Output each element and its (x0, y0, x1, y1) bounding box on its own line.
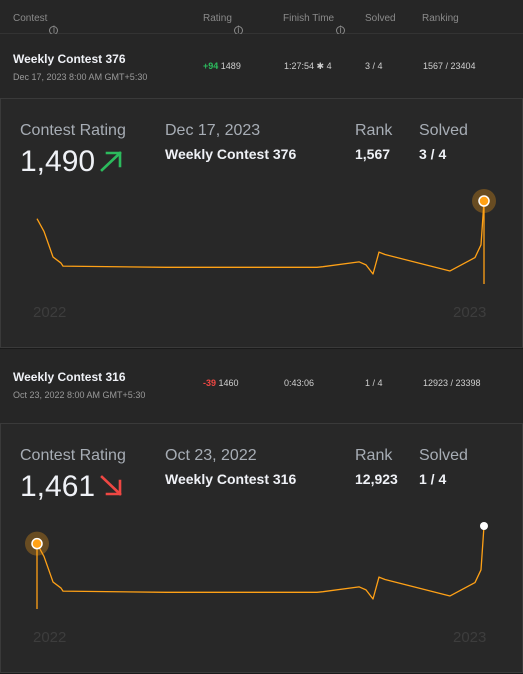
rank-value: 12,923 (355, 471, 398, 487)
contest-rating-value: 1,490 (20, 145, 96, 178)
x-tick-label: 2022 (33, 304, 67, 321)
finish-time-cell: 1:27:54 ✱ 4 (284, 61, 332, 72)
rating-card: Contest Rating 1,490 Dec 17, 2023 Weekly… (0, 98, 523, 348)
rating-cell: -39 1460 (203, 378, 239, 388)
data-point (322, 590, 325, 593)
data-point (474, 581, 477, 584)
rating-value: 1489 (220, 61, 241, 71)
contest-date: Dec 17, 2023 (165, 122, 261, 139)
bug-count: 4 (326, 61, 332, 71)
data-point (480, 243, 483, 246)
ranking-cell: 1567 / 23404 (423, 61, 476, 71)
data-point (36, 217, 39, 220)
contest-name: Weekly Contest 376 (165, 146, 297, 162)
solved-value: 3 / 4 (419, 146, 447, 162)
x-tick-label: 2023 (453, 629, 487, 646)
data-point (52, 580, 55, 583)
rating-chart[interactable] (1, 424, 523, 674)
data-point (60, 587, 63, 590)
trend-up-icon (100, 151, 122, 172)
solved-cell: 3 / 4 (365, 61, 383, 71)
data-point (372, 598, 375, 601)
finish-time: 1:27:54 (284, 61, 315, 71)
rating-delta: -39 (203, 378, 217, 388)
rating-value: 1460 (218, 378, 239, 388)
contest-date: Oct 23, 2022 (165, 447, 257, 464)
solved-label: Solved (419, 447, 468, 464)
highlighted-data-point (478, 195, 490, 207)
data-point (62, 265, 65, 268)
contest-name[interactable]: Weekly Contest 376 (13, 52, 126, 66)
bug-icon: ✱ (316, 61, 325, 71)
rating-card: Contest Rating 1,461 Oct 23, 2022 Weekly… (0, 423, 523, 673)
data-point (378, 576, 381, 579)
solved-value: 1 / 4 (419, 471, 447, 487)
data-point (358, 260, 361, 263)
rating-cell: +94 1489 (203, 61, 241, 71)
rank-label: Rank (355, 447, 393, 464)
data-point (358, 585, 361, 588)
finish-time-cell: 0:43:06 (284, 378, 315, 388)
data-point (474, 256, 477, 259)
data-point (316, 266, 319, 269)
rating-line (36, 200, 485, 275)
contest-date: Dec 17, 2023 8:00 AM GMT+5:30 (13, 72, 148, 82)
table-header: Contest i Rating i Finish Time i Solved Ran… (0, 0, 523, 36)
contest-rating-label: Contest Rating (20, 447, 126, 464)
x-tick-label: 2023 (453, 304, 487, 321)
data-point (62, 590, 65, 593)
rating-delta: +94 (203, 61, 219, 71)
rating-column-header: Rating i (203, 13, 243, 36)
data-point (449, 594, 452, 597)
data-point (378, 251, 381, 254)
latest-data-point (480, 522, 488, 530)
data-point (316, 591, 319, 594)
data-point (365, 588, 368, 591)
solved-column-header: Solved (365, 13, 396, 24)
data-point (384, 253, 387, 256)
contest-name: Weekly Contest 316 (165, 471, 297, 487)
rank-value: 1,567 (355, 146, 391, 162)
rating-line (36, 525, 485, 600)
trend-down-icon (100, 475, 122, 496)
data-point (384, 578, 387, 581)
ranking-column-header: Ranking (422, 13, 459, 24)
contest-rating-label: Contest Rating (20, 122, 126, 139)
ranking-cell: 12923 / 23398 (423, 378, 481, 388)
highlighted-data-point (31, 537, 43, 550)
data-point (52, 255, 55, 258)
table-row[interactable]: Weekly Contest 316 Oct 23, 2022 8:00 AM … (0, 349, 523, 423)
solved-label: Solved (419, 122, 468, 139)
table-row[interactable]: Weekly Contest 376 Dec 17, 2023 8:00 AM … (0, 34, 523, 98)
data-point (60, 262, 63, 265)
data-point (449, 269, 452, 272)
solved-cell: 1 / 4 (365, 378, 383, 388)
data-point (480, 568, 483, 571)
data-point (165, 266, 168, 269)
data-point (365, 263, 368, 266)
finish-time-column-header: Finish Time i (283, 13, 346, 36)
data-point (322, 265, 325, 268)
data-point (43, 555, 46, 558)
rank-label: Rank (355, 122, 393, 139)
contest-date: Oct 23, 2022 8:00 AM GMT+5:30 (13, 390, 146, 400)
rating-chart[interactable] (1, 99, 523, 349)
data-point (43, 230, 46, 233)
data-point (372, 273, 375, 276)
x-tick-label: 2022 (33, 629, 67, 646)
contest-name[interactable]: Weekly Contest 316 (13, 370, 126, 384)
data-point (165, 591, 168, 594)
contest-column-header: Contest i (13, 13, 59, 36)
contest-rating-value: 1,461 (20, 470, 96, 503)
